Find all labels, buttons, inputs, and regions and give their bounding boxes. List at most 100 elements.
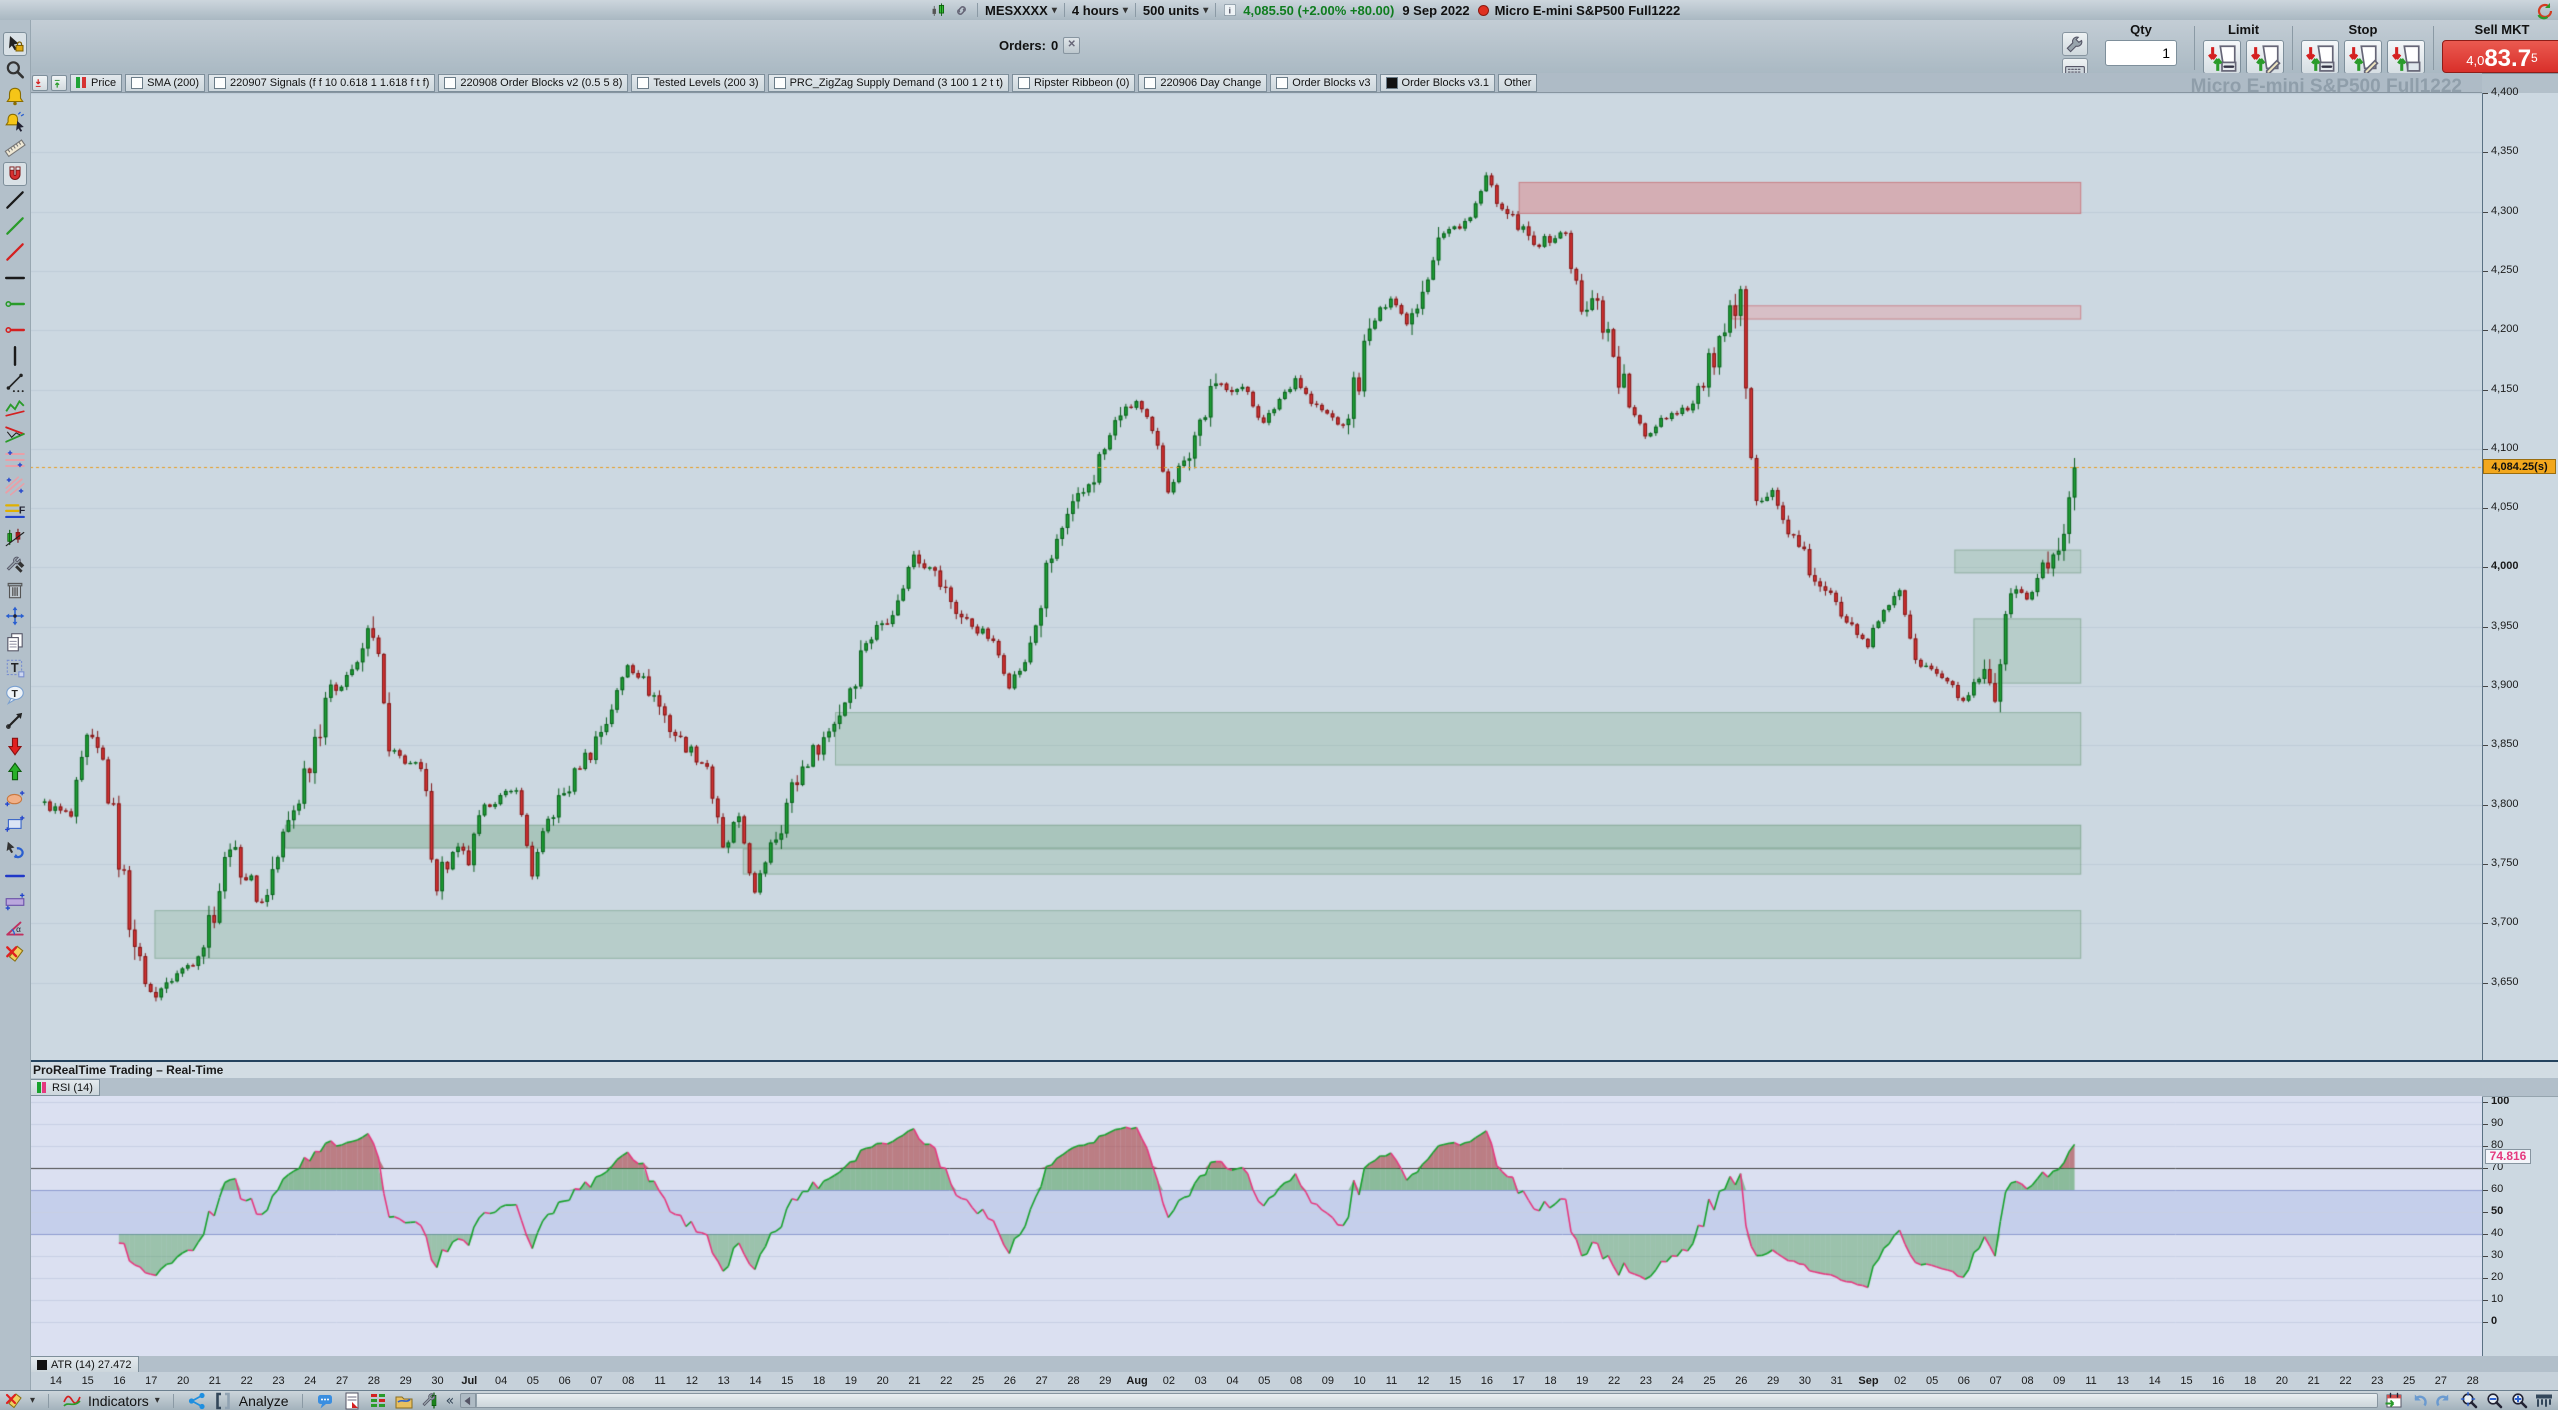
horizontal-line-blue-icon[interactable] bbox=[3, 864, 27, 888]
indicator-tab-tested-levels-200-3-[interactable]: Tested Levels (200 3) bbox=[631, 73, 765, 92]
backtest-icon[interactable] bbox=[420, 1391, 440, 1410]
rsi-pane[interactable] bbox=[30, 1096, 2482, 1356]
pointer-lock-tool-icon[interactable] bbox=[3, 32, 27, 56]
collapse-toolbar-button[interactable]: « bbox=[445, 1392, 455, 1409]
tab-checkbox[interactable] bbox=[1144, 76, 1157, 89]
rectangle-tool-icon[interactable] bbox=[3, 812, 27, 836]
info-icon[interactable]: i bbox=[1223, 3, 1237, 17]
alert-edit-tool-icon[interactable] bbox=[3, 110, 27, 134]
semi-horizontal-green-icon[interactable] bbox=[3, 292, 27, 316]
trend-line-green-icon[interactable] bbox=[3, 214, 27, 238]
column-width-icon[interactable] bbox=[2534, 1391, 2554, 1410]
undo-icon[interactable] bbox=[2409, 1391, 2429, 1410]
duplicate-drawing-icon[interactable] bbox=[3, 630, 27, 654]
scroll-up-indicators-button[interactable] bbox=[51, 74, 67, 91]
vertical-line-icon[interactable] bbox=[3, 344, 27, 368]
fib-retracement-icon[interactable] bbox=[3, 448, 27, 472]
indicators-icon[interactable] bbox=[62, 1391, 82, 1410]
positions-icon[interactable] bbox=[368, 1391, 388, 1410]
tab-checkbox[interactable] bbox=[1276, 76, 1289, 89]
indicator-tab-ripster-ribbeon-0-[interactable]: Ripster Ribbeon (0) bbox=[1011, 73, 1136, 92]
fib-levels-icon[interactable]: F bbox=[3, 500, 27, 524]
arrow-up-marker-icon[interactable] bbox=[3, 760, 27, 784]
tab-checkbox[interactable] bbox=[773, 76, 786, 89]
move-drawing-icon[interactable] bbox=[3, 604, 27, 628]
semi-horizontal-red-icon[interactable] bbox=[3, 318, 27, 342]
chart-style-icon[interactable] bbox=[930, 2, 947, 19]
sell-market-button[interactable]: 4,0 83.7 5 bbox=[2442, 40, 2558, 73]
scrollbar-thumb[interactable] bbox=[476, 1394, 2377, 1407]
zoom-fit-icon[interactable] bbox=[2459, 1391, 2479, 1410]
arrow-tool-icon[interactable] bbox=[3, 708, 27, 732]
workspace-icon[interactable] bbox=[394, 1391, 414, 1410]
ruler-tool-icon[interactable] bbox=[3, 136, 27, 160]
angle-tool-icon[interactable]: α bbox=[3, 916, 27, 940]
tab-checkbox[interactable] bbox=[1017, 76, 1030, 89]
indicator-tab-order-blocks-v3.1[interactable]: Order Blocks v3.1 bbox=[1379, 73, 1495, 92]
arrow-down-marker-icon[interactable] bbox=[3, 734, 27, 758]
price-axis[interactable]: 4,400 4,350 4,300 4,250 4,200 4,150 4,100 4,050… bbox=[2483, 86, 2558, 1372]
limit-order-button-2[interactable] bbox=[2246, 40, 2284, 75]
timeframe-select[interactable]: 4 hours ▾ bbox=[1071, 2, 1128, 18]
zigzag-channel-icon[interactable] bbox=[3, 396, 27, 420]
redo-icon[interactable] bbox=[2434, 1391, 2454, 1410]
indicator-tab-220907-signals-f-f-10-0.618-1-1.618-f-t-f-[interactable]: 220907 Signals (f f 10 0.618 1 1.618 f t… bbox=[208, 73, 436, 92]
magnet-tool-icon[interactable] bbox=[3, 162, 27, 186]
erase-drawings-icon[interactable] bbox=[4, 1391, 24, 1410]
instrument-select[interactable]: MESXXXX ▾ bbox=[985, 2, 1057, 18]
tab-checkbox[interactable] bbox=[131, 76, 144, 89]
report-icon[interactable] bbox=[342, 1391, 362, 1410]
analyze-button[interactable]: Analyze bbox=[238, 1392, 289, 1409]
chat-icon[interactable] bbox=[316, 1391, 336, 1410]
delete-drawing-icon[interactable] bbox=[3, 578, 27, 602]
indicator-tab-220908-order-blocks-v2-0.5-5-8-[interactable]: 220908 Order Blocks v2 (0.5 5 8) bbox=[438, 73, 629, 92]
draw-menu-caret[interactable]: ▾ bbox=[30, 1395, 36, 1406]
scroll-down-indicators-button[interactable] bbox=[32, 74, 48, 91]
atr-indicator-tab[interactable]: ATR (14) 27.472 bbox=[30, 1356, 139, 1373]
note-bubble-tool-icon[interactable]: T bbox=[3, 682, 27, 706]
scroll-left-button[interactable] bbox=[461, 1394, 477, 1407]
chart-scrollbar[interactable] bbox=[460, 1393, 2378, 1408]
link-chain-icon[interactable] bbox=[953, 2, 970, 19]
orders-close-button[interactable]: ✕ bbox=[1063, 37, 1081, 54]
indicators-button[interactable]: Indicators bbox=[88, 1392, 149, 1409]
refresh-icon[interactable] bbox=[2534, 1, 2554, 21]
indicator-tab-sma-200-[interactable]: SMA (200) bbox=[125, 73, 206, 92]
stop-order-button-1[interactable] bbox=[2301, 40, 2339, 74]
alert-bell-tool-icon[interactable] bbox=[3, 84, 27, 108]
erase-all-drawings-icon[interactable] bbox=[3, 942, 27, 966]
tools-icon[interactable] bbox=[3, 552, 27, 576]
rsi-indicator-tab[interactable]: RSI (14) bbox=[30, 1079, 100, 1096]
indicator-tab-other[interactable]: Other bbox=[1497, 73, 1538, 92]
segment-tool-icon[interactable] bbox=[3, 370, 27, 394]
pane-divider[interactable] bbox=[0, 1060, 2558, 1062]
limit-order-button-1[interactable] bbox=[2203, 40, 2241, 74]
tab-checkbox[interactable] bbox=[637, 76, 650, 89]
zoom-in-icon[interactable] bbox=[2509, 1391, 2529, 1410]
date-axis[interactable]: 14 15 16 17 20 21 22 23 24 27 28 29 30 Jul 04 05 06 07 08 1… bbox=[0, 1372, 2558, 1391]
text-tool-icon[interactable]: T bbox=[3, 656, 27, 680]
indicator-tab-price[interactable]: Price bbox=[70, 73, 123, 92]
horizontal-line-black-icon[interactable] bbox=[3, 266, 27, 290]
share-icon[interactable] bbox=[187, 1391, 207, 1410]
units-select[interactable]: 500 units ▾ bbox=[1142, 2, 1209, 18]
candle-pattern-icon[interactable] bbox=[3, 526, 27, 550]
tab-checkbox[interactable] bbox=[444, 76, 457, 89]
stop-order-button-2[interactable] bbox=[2344, 40, 2382, 75]
zoom-tool-icon[interactable] bbox=[3, 58, 27, 82]
indicators-caret[interactable]: ▾ bbox=[154, 1395, 160, 1406]
indicator-tab-prc-zigzag-supply-demand-3-100-1-2-t-t-[interactable]: PRC_ZigZag Supply Demand (3 100 1 2 t t) bbox=[767, 73, 1009, 92]
indicator-tab-order-blocks-v3[interactable]: Order Blocks v3 bbox=[1270, 73, 1377, 92]
ellipse-tool-icon[interactable] bbox=[3, 786, 27, 810]
trend-line-red-icon[interactable] bbox=[3, 240, 27, 264]
qty-input[interactable] bbox=[2105, 40, 2177, 66]
goto-date-icon[interactable] bbox=[2384, 1391, 2404, 1410]
trend-line-black-icon[interactable] bbox=[3, 188, 27, 212]
tab-checkbox[interactable] bbox=[1385, 76, 1398, 89]
triangle-pattern-icon[interactable] bbox=[3, 422, 27, 446]
price-chart-pane[interactable] bbox=[30, 93, 2482, 1060]
band-tool-icon[interactable] bbox=[3, 890, 27, 914]
fib-extension-icon[interactable] bbox=[3, 474, 27, 498]
stop-order-button-3[interactable] bbox=[2387, 40, 2425, 74]
indicator-tab-220906-day-change[interactable]: 220906 Day Change bbox=[1138, 73, 1268, 92]
